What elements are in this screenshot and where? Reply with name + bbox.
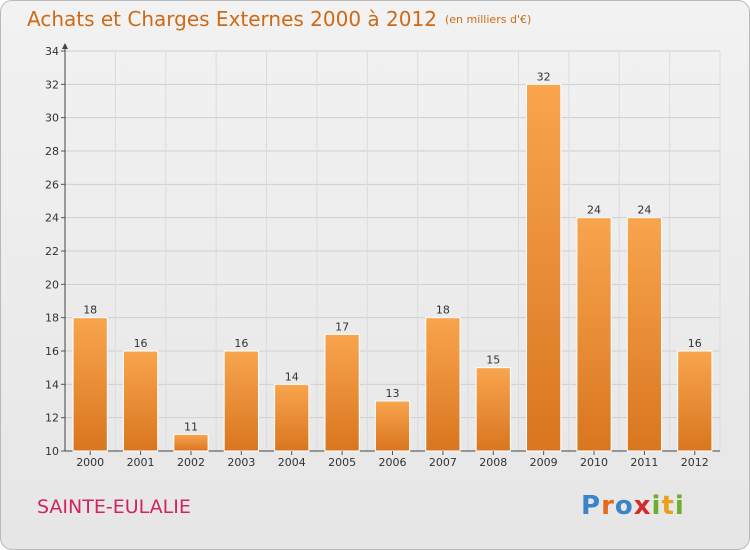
x-tick-label: 2004 xyxy=(278,456,306,469)
y-axis-arrow xyxy=(62,43,68,49)
data-label: 13 xyxy=(386,387,400,400)
bar xyxy=(526,83,562,452)
bar xyxy=(626,217,663,452)
location-name: SAINTE-EULALIE xyxy=(37,496,191,518)
data-label: 32 xyxy=(537,70,551,83)
chart-title: Achats et Charges Externes 2000 à 2012 xyxy=(27,7,437,31)
data-label: 17 xyxy=(335,320,349,333)
x-tick-label: 2008 xyxy=(479,456,507,469)
x-tick-label: 2005 xyxy=(328,456,356,469)
bar xyxy=(425,317,461,452)
x-tick-label: 2000 xyxy=(76,456,104,469)
logo-letter: t xyxy=(661,491,675,521)
data-label: 24 xyxy=(587,204,601,217)
data-label: 24 xyxy=(637,204,651,217)
x-tick-label: 2010 xyxy=(580,456,608,469)
y-tick-label: 10 xyxy=(45,445,59,458)
bar xyxy=(576,217,612,452)
y-tick-label: 18 xyxy=(45,312,59,325)
bar xyxy=(324,333,360,452)
y-tick-label: 32 xyxy=(45,78,59,91)
data-label: 11 xyxy=(184,420,198,433)
bar xyxy=(475,367,511,452)
x-tick-label: 2012 xyxy=(681,456,709,469)
y-tick-label: 20 xyxy=(45,278,59,291)
y-tick-label: 34 xyxy=(45,45,59,58)
x-tick-label: 2007 xyxy=(429,456,457,469)
x-tick-label: 2002 xyxy=(177,456,205,469)
logo-letter: P xyxy=(581,491,602,521)
bar xyxy=(173,433,209,452)
bar xyxy=(677,350,713,452)
y-tick-label: 26 xyxy=(45,178,59,191)
data-label: 16 xyxy=(134,337,148,350)
x-tick-label: 2006 xyxy=(379,456,407,469)
bar xyxy=(122,350,159,452)
data-label: 16 xyxy=(688,337,702,350)
y-tick-label: 14 xyxy=(45,378,59,391)
bar xyxy=(274,383,310,452)
y-tick-label: 22 xyxy=(45,245,59,258)
logo-letter: i xyxy=(674,491,685,521)
logo-letter: x xyxy=(633,491,652,521)
x-tick-label: 2003 xyxy=(227,456,255,469)
chart-title-block: Achats et Charges Externes 2000 à 2012 (e… xyxy=(27,7,531,31)
data-label: 18 xyxy=(436,304,450,317)
y-tick-label: 30 xyxy=(45,112,59,125)
data-label: 18 xyxy=(83,304,97,317)
data-label: 14 xyxy=(285,370,299,383)
logo-letter: o xyxy=(614,491,634,521)
chart-subtitle: (en milliers d'€) xyxy=(444,13,532,26)
bar xyxy=(374,400,411,452)
bar xyxy=(223,350,259,452)
logo-letter: r xyxy=(601,491,615,521)
x-tick-label: 2011 xyxy=(630,456,658,469)
data-label: 16 xyxy=(234,337,248,350)
y-tick-label: 12 xyxy=(45,412,59,425)
y-tick-label: 16 xyxy=(45,345,59,358)
y-tick-label: 28 xyxy=(45,145,59,158)
x-tick-label: 2001 xyxy=(127,456,155,469)
proxiti-logo: Proxiti xyxy=(581,491,685,521)
y-tick-label: 24 xyxy=(45,212,59,225)
logo-letter: i xyxy=(651,491,662,521)
bar xyxy=(72,317,108,452)
data-label: 15 xyxy=(486,354,500,367)
x-tick-label: 2009 xyxy=(530,456,558,469)
